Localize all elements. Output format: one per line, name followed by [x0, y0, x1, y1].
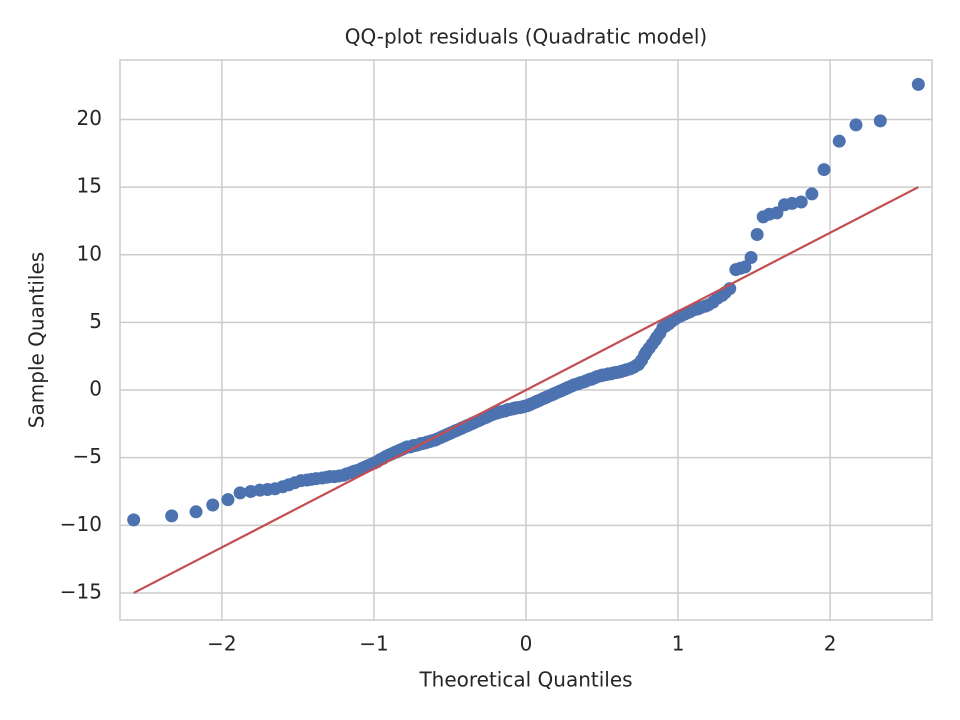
plot-frame: [119, 59, 933, 621]
data-point: [165, 509, 179, 523]
data-point: [233, 486, 247, 500]
data-point: [127, 513, 141, 527]
y-tick-label: 15: [77, 174, 102, 198]
x-tick-label: 1: [672, 632, 685, 656]
y-tick-label: 10: [77, 241, 102, 265]
y-tick-label: 0: [89, 377, 102, 401]
data-point: [849, 118, 863, 132]
data-point: [911, 77, 925, 91]
y-tick-label: 20: [77, 106, 102, 130]
y-axis-label: Sample Quantiles: [25, 252, 49, 428]
data-point: [794, 195, 808, 209]
data-point: [206, 498, 220, 512]
reference-line: [133, 186, 919, 594]
data-point: [189, 505, 203, 519]
y-tick-label: 5: [89, 309, 102, 333]
x-tick-label: 2: [824, 632, 837, 656]
data-point: [805, 187, 819, 201]
data-point: [738, 260, 752, 274]
data-point: [817, 163, 831, 177]
y-tick-label: −15: [60, 579, 102, 603]
x-tick-label: −1: [359, 632, 388, 656]
chart-title: QQ-plot residuals (Quadratic model): [345, 25, 707, 49]
y-tick-label: −10: [60, 512, 102, 536]
data-point: [744, 250, 758, 264]
data-point: [221, 493, 235, 507]
data-point: [832, 134, 846, 148]
x-axis-label: Theoretical Quantiles: [418, 668, 632, 692]
data-point: [750, 227, 764, 241]
data-point: [770, 206, 784, 220]
x-tick-label: −2: [207, 632, 236, 656]
data-point: [873, 114, 887, 128]
y-tick-label: −5: [73, 444, 102, 468]
x-tick-label: 0: [520, 632, 533, 656]
